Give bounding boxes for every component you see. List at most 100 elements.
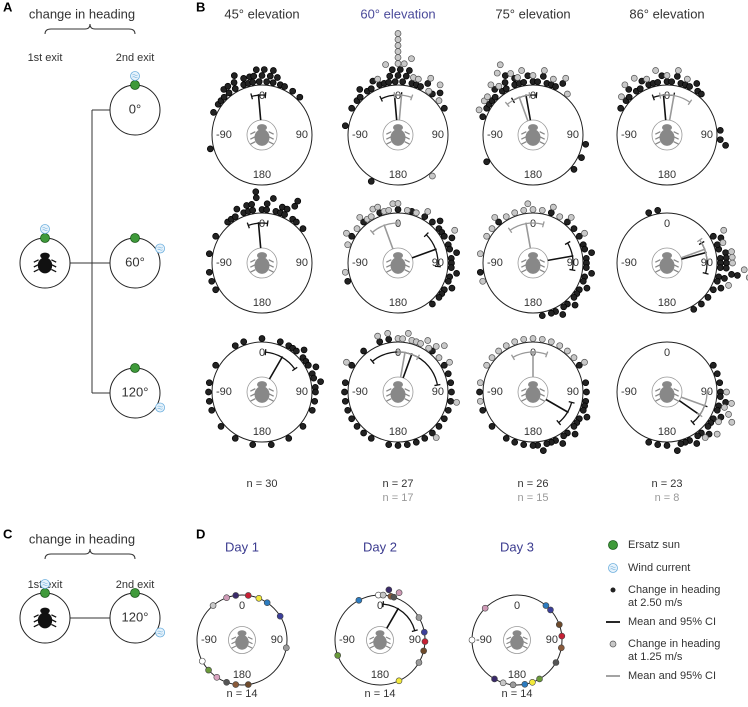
beetle-leg [539,398,545,402]
beetle-leg [539,136,545,140]
beetle-body [254,386,270,403]
beetle-leg [369,645,375,649]
heading-dot [260,66,268,73]
heading-dot [223,594,230,602]
ersatz-sun [130,233,140,243]
heading-dot [244,592,252,599]
wind-lines [42,227,48,231]
heading-dot [538,335,546,343]
heading-dot [415,75,422,83]
heading-dot [432,343,440,350]
axis-label: -90 [201,634,217,646]
heading-dot [501,79,509,86]
column-title: 86° elevation [629,6,704,21]
ci-arc [512,351,547,358]
polar-outline [616,212,718,314]
ci-end [291,366,298,372]
axis-label: -90 [352,386,368,398]
heading-dot [310,374,318,382]
polar-outline [211,341,313,443]
heading-dot [258,72,266,79]
ci-end [568,400,575,404]
beetle-leg [521,136,527,140]
heading-dot [250,72,258,80]
heading-dot [654,78,662,86]
heading-dot [404,330,412,337]
heading-dot [386,72,394,80]
mean-line [545,398,569,414]
ci-end [393,92,396,99]
panel-letter: C [3,526,13,541]
heading-dot [255,78,263,85]
heading-dot [496,61,504,69]
beetle-leg [386,398,392,402]
heading-dot [728,271,735,278]
beetle-head [40,252,50,259]
beetle-leg [673,259,679,263]
heading-dot [406,67,413,74]
heading-dot [421,434,429,442]
heading-dot [263,200,271,208]
mean-line [525,94,532,121]
heading-dot [440,415,448,423]
legend-text: at 1.25 m/s [628,651,683,663]
heading-dot [341,397,349,405]
beetle-body [390,386,406,403]
heading-dot [412,209,420,217]
ci-end [696,237,703,243]
column-title: 60° elevation [360,6,435,21]
beetle-leg [673,131,679,135]
beetle-leg [51,619,57,623]
heading-dot [575,361,583,369]
heading-dot [435,97,443,104]
heading-dot [716,393,724,401]
beetle-head [393,124,403,131]
heading-dot [206,145,214,153]
heading-dot [484,93,491,101]
heading-dot [483,361,491,369]
heading-dot [385,335,393,343]
heading-dot [588,249,595,257]
heading-dot [399,335,407,343]
heading-dot [344,277,352,285]
heading-dot [208,277,216,285]
beetle-head [512,630,522,637]
heading-dot [356,93,364,101]
axis-label: 90 [546,634,558,646]
ci-end [696,412,703,418]
heading-dot [421,213,429,221]
wind-icon [155,243,166,254]
beetle-leg [673,398,679,402]
heading-dot [509,681,517,689]
axis-label: 0 [514,600,520,612]
heading-dot [559,311,567,318]
axis-label: -90 [216,257,232,269]
axis-label: 0 [530,90,536,102]
heading-dot [583,284,591,292]
polar-outline [211,84,313,186]
beetle-leg [268,259,274,263]
mean-line [668,94,675,121]
ci-end [504,101,510,108]
beetle-body [37,612,53,629]
heading-dot [299,423,307,430]
heading-dot [293,218,300,226]
axis-label: -90 [339,634,355,646]
heading-dot [575,232,583,240]
mean-line [393,94,398,121]
heading-dot [487,81,495,89]
heading-dot [343,358,350,366]
wind-icon [608,563,618,573]
wind-icon [155,627,166,638]
heading-dot [367,213,375,221]
beetle-leg [521,393,527,397]
heading-dot [713,406,721,414]
heading-dot [446,245,454,253]
axis-label: 0 [664,90,670,102]
beetle-leg [231,645,237,649]
beetle-leg [250,259,256,263]
heading-dot [312,388,319,396]
heading-dot [529,206,537,213]
beetle-leg [385,640,391,645]
heading-dot [570,225,578,232]
